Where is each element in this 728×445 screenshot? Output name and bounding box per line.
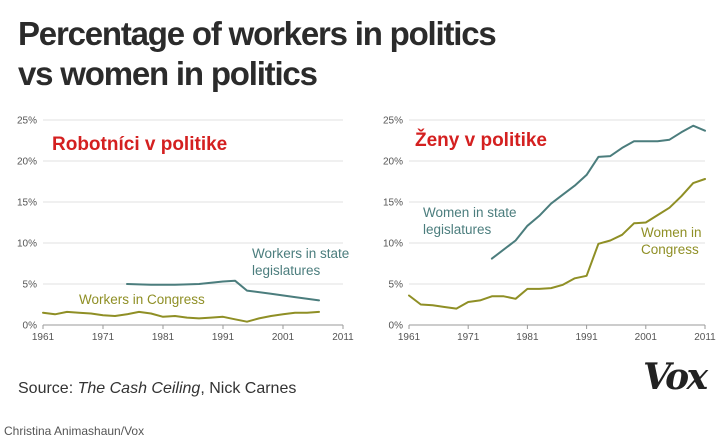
x-tick-label: 2011 xyxy=(694,332,716,343)
series-label: Women in Congress xyxy=(641,225,702,257)
series-label-line: Congress xyxy=(641,242,699,257)
x-tick-label: 2001 xyxy=(272,332,295,343)
women-chart: 0% 5% 10% 15% 20% 25% 1961 1971 1981 1991 2001 2011… xyxy=(363,104,716,349)
x-tick-label: 2011 xyxy=(332,332,354,343)
image-credit: Christina Animashaun/Vox xyxy=(4,424,145,438)
chart-title-line-2: vs women in politics xyxy=(18,55,318,92)
y-tick-label: 0% xyxy=(389,321,404,332)
y-tick-label: 5% xyxy=(389,280,404,291)
series-label-line: Workers in Congress xyxy=(79,292,205,307)
series-label: Workers in Congress xyxy=(79,292,205,307)
series-line-congress xyxy=(408,178,706,310)
series-line-congress xyxy=(42,310,320,323)
series-label-line: Workers in state xyxy=(252,246,349,261)
x-tick-label: 2001 xyxy=(635,332,658,343)
series-label: Workers in state legislatures xyxy=(252,246,349,278)
series-label-line: legislatures xyxy=(423,222,492,237)
series-label-line: Women in state xyxy=(423,205,517,220)
x-tick-label: 1961 xyxy=(32,332,55,343)
y-tick-label: 15% xyxy=(17,198,37,209)
x-tick-label: 1991 xyxy=(575,332,598,343)
chart-title: Percentage of workers in politics vs wom… xyxy=(18,14,497,94)
y-tick-label: 20% xyxy=(17,157,37,168)
women-chart-plot: 0% 5% 10% 15% 20% 25% 1961 1971 1981 1991 2001 2011… xyxy=(383,116,716,344)
y-tick-label: 0% xyxy=(23,321,38,332)
y-axis-labels: 0% 5% 10% 15% 20% 25% xyxy=(383,116,403,332)
series-label-line: Women in xyxy=(641,225,702,240)
workers-chart: 0% 5% 10% 15% 20% 25% 1961 1971 1981 1991 2001 2011… xyxy=(0,104,354,349)
y-tick-label: 25% xyxy=(383,116,403,127)
vox-logo: Vox xyxy=(643,356,708,398)
series-label: Women in state legislatures xyxy=(423,205,517,237)
series-line-state-legislatures xyxy=(126,279,320,302)
x-tick-label: 1971 xyxy=(92,332,115,343)
series-label-line: legislatures xyxy=(252,263,321,278)
workers-chart-plot: 0% 5% 10% 15% 20% 25% 1961 1971 1981 1991 2001 2011… xyxy=(17,116,354,344)
gridlines xyxy=(409,119,705,285)
x-tick-label: 1971 xyxy=(457,332,480,343)
y-tick-label: 5% xyxy=(23,280,38,291)
x-tick-label: 1991 xyxy=(212,332,235,343)
y-tick-label: 20% xyxy=(383,157,403,168)
x-axis-labels: 1961 1971 1981 1991 2001 2011 xyxy=(398,332,716,343)
x-tick-label: 1961 xyxy=(398,332,421,343)
y-tick-label: 25% xyxy=(17,116,37,127)
source-note: Source: The Cash Ceiling, Nick Carnes xyxy=(18,380,296,398)
y-tick-label: 10% xyxy=(383,239,403,250)
series-line-state-legislatures xyxy=(490,124,706,260)
y-tick-label: 10% xyxy=(17,239,37,250)
source-prefix: Source: xyxy=(18,380,78,397)
x-tick-label: 1981 xyxy=(152,332,175,343)
y-tick-label: 15% xyxy=(383,198,403,209)
x-tick-label: 1981 xyxy=(516,332,539,343)
x-axis-labels: 1961 1971 1981 1991 2001 2011 xyxy=(32,332,354,343)
chart-title-line-1: Percentage of workers in politics xyxy=(18,15,497,52)
source-work: The Cash Ceiling xyxy=(77,380,201,397)
gridlines xyxy=(43,119,343,285)
source-author: , Nick Carnes xyxy=(200,380,297,397)
y-axis-labels: 0% 5% 10% 15% 20% 25% xyxy=(17,116,37,332)
